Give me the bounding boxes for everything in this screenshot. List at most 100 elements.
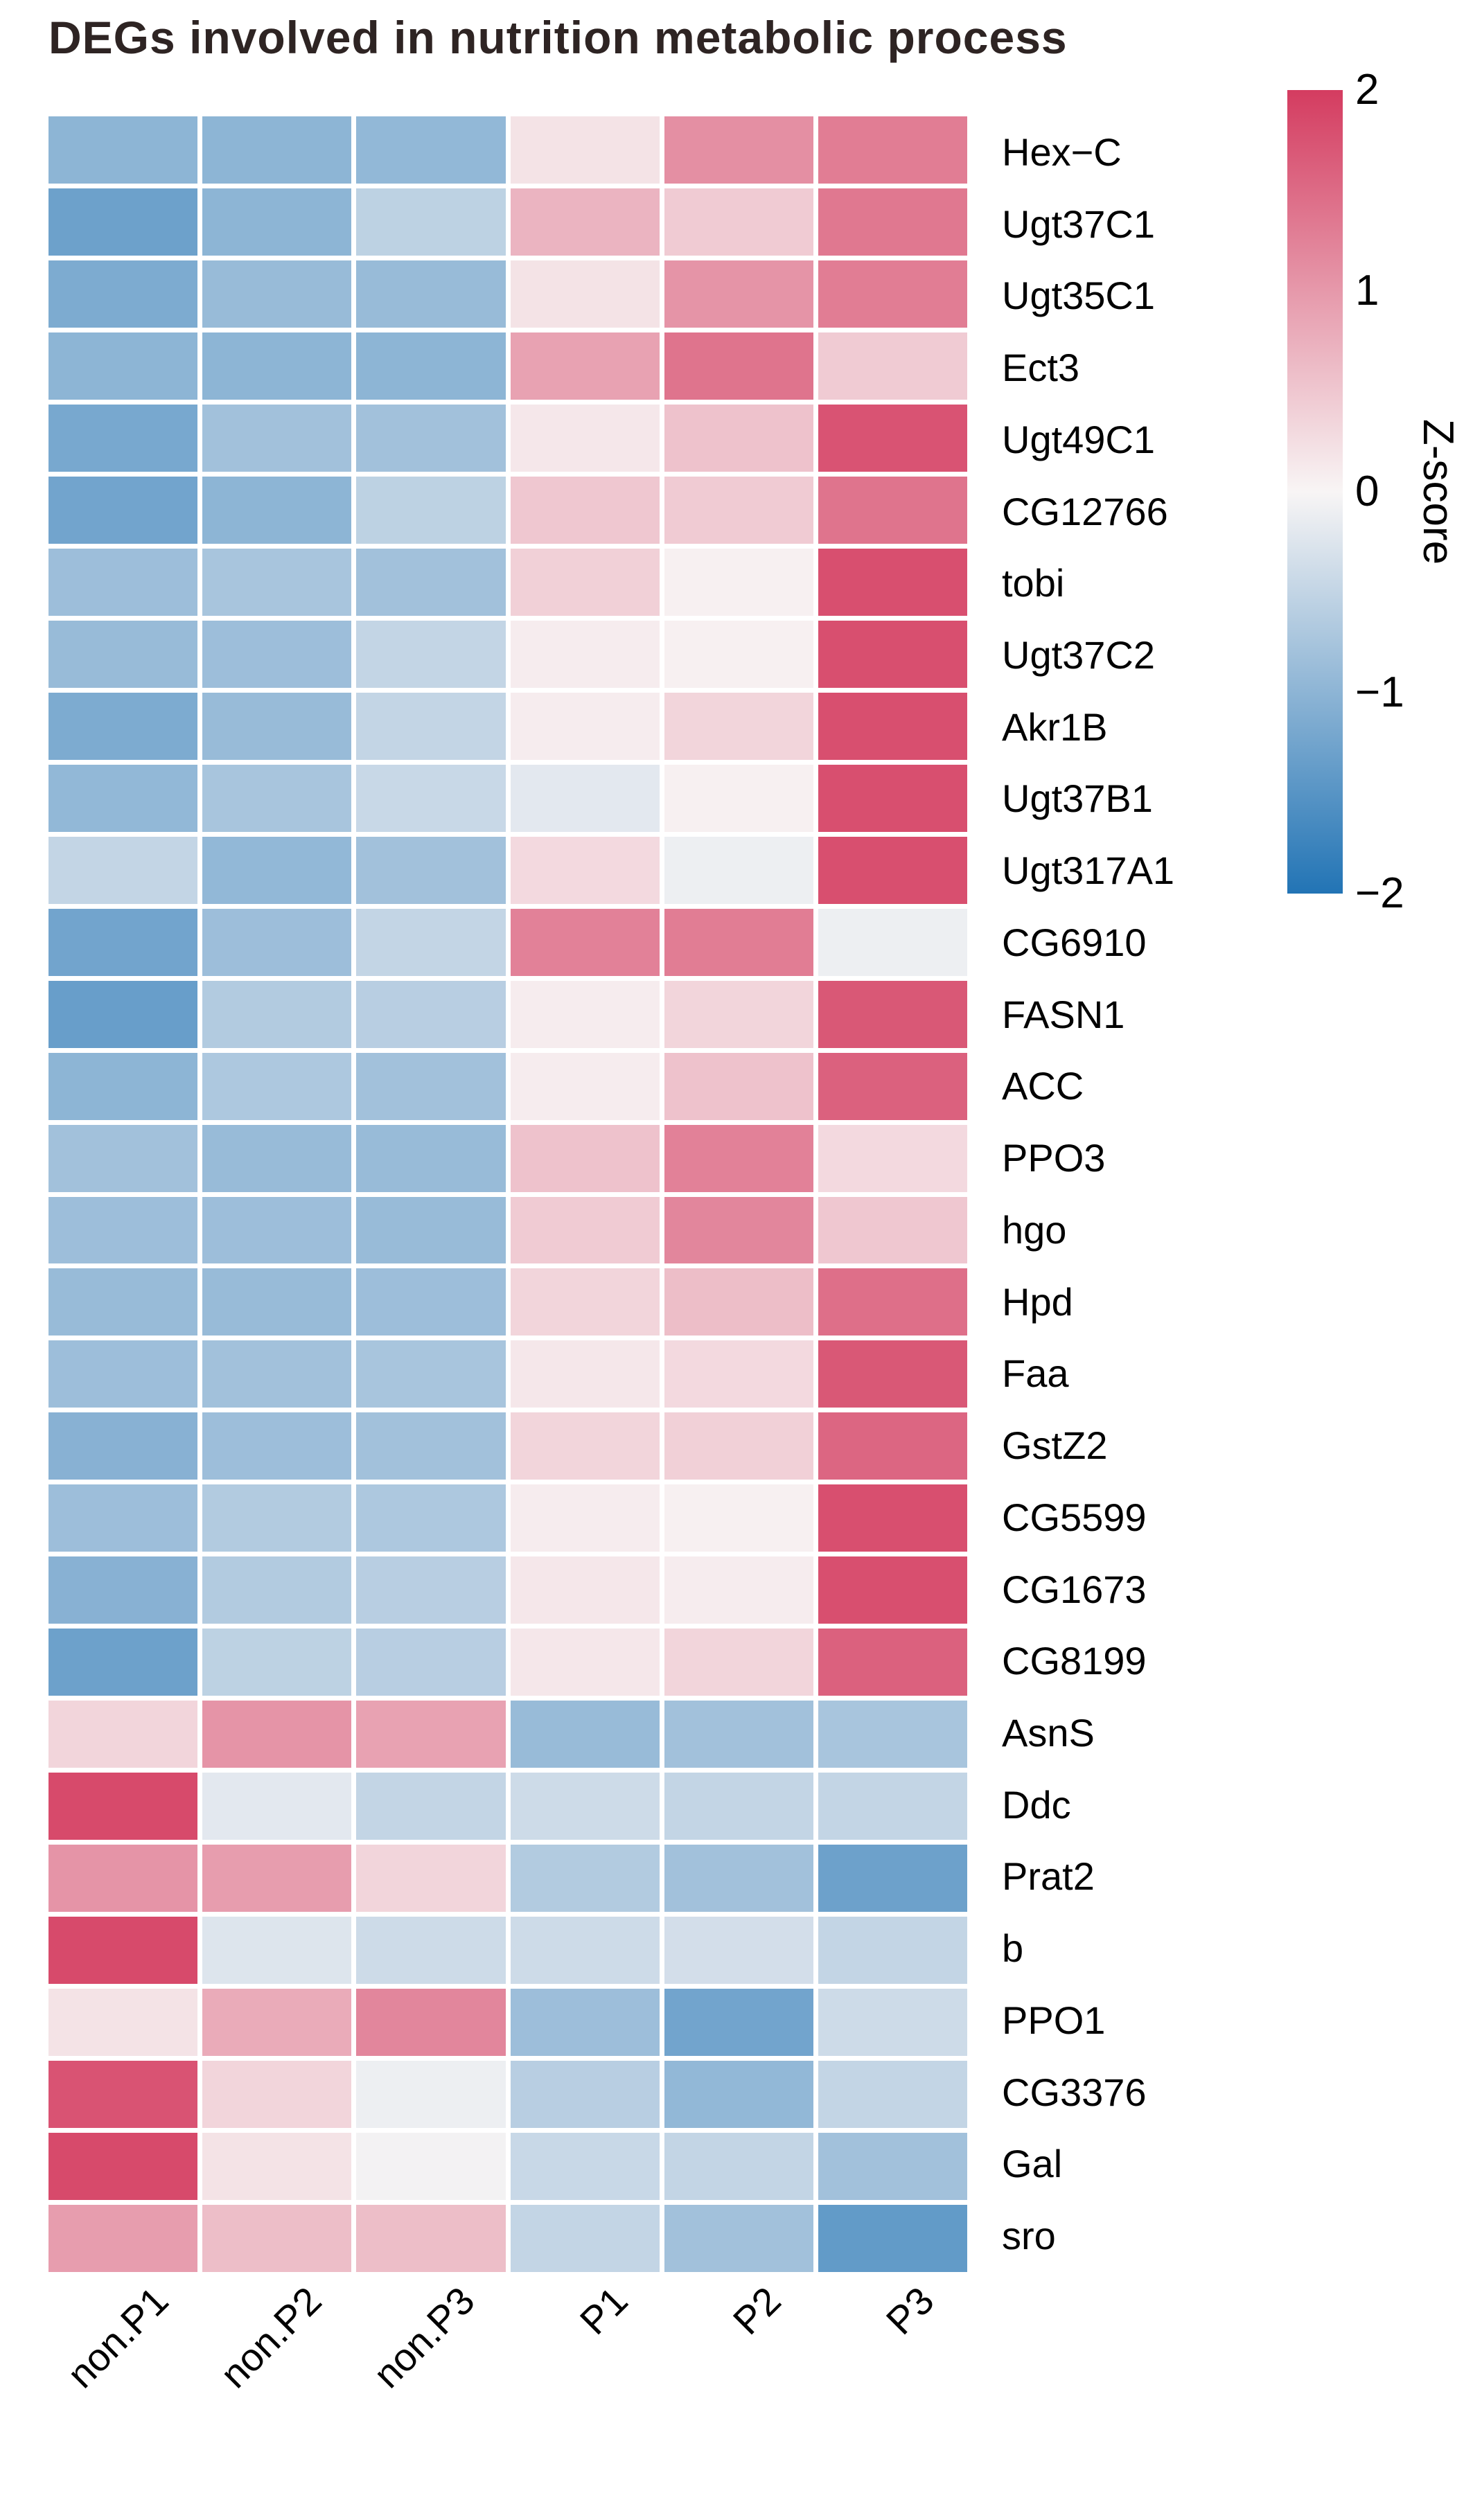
heatmap-cell [818, 1196, 967, 1264]
heatmap-cell [510, 260, 660, 328]
heatmap-cell [510, 692, 660, 760]
heatmap-cell [202, 1701, 352, 1768]
heatmap-cell [664, 2133, 813, 2201]
heatmap-cell [510, 980, 660, 1048]
heatmap-cell [510, 1773, 660, 1840]
row-label: CG12766 [1002, 489, 1168, 533]
heatmap-cell [48, 1124, 198, 1192]
heatmap-cell [356, 2133, 506, 2201]
heatmap-cell [202, 1989, 352, 2057]
heatmap-cell [818, 1484, 967, 1552]
heatmap-cell [510, 764, 660, 832]
heatmap-cell [356, 980, 506, 1048]
heatmap-cell [818, 1989, 967, 2057]
heatmap-cell [356, 764, 506, 832]
heatmap-cell [48, 260, 198, 328]
heatmap-cell [356, 1268, 506, 1336]
heatmap-cell [818, 908, 967, 976]
heatmap-cell [202, 1629, 352, 1696]
heatmap-cell [818, 116, 967, 184]
heatmap-cell [48, 1556, 198, 1624]
heatmap-cell [818, 764, 967, 832]
heatmap-cell [202, 476, 352, 544]
heatmap-cell [48, 2205, 198, 2272]
heatmap-cell [664, 1484, 813, 1552]
heatmap-cell [818, 2133, 967, 2201]
heatmap-cell [48, 1701, 198, 1768]
heatmap-cell [356, 1701, 506, 1768]
row-label: CG6910 [1002, 920, 1147, 964]
heatmap-cell [48, 476, 198, 544]
heatmap-cell [202, 980, 352, 1048]
heatmap-cell [356, 1556, 506, 1624]
heatmap-cell [664, 548, 813, 616]
heatmap-cell [356, 1917, 506, 1985]
heatmap-cell [664, 188, 813, 256]
heatmap-cell [202, 620, 352, 688]
heatmap-cell [510, 1845, 660, 1913]
heatmap-cell [48, 620, 198, 688]
heatmap-cell [664, 476, 813, 544]
heatmap-cell [664, 404, 813, 472]
row-label: CG3376 [1002, 2070, 1147, 2114]
heatmap-cell [356, 1412, 506, 1480]
heatmap-cell [48, 1845, 198, 1913]
heatmap-cell [356, 1845, 506, 1913]
heatmap-cell [510, 1484, 660, 1552]
heatmap-cell [664, 1412, 813, 1480]
row-label: Akr1B [1002, 704, 1108, 749]
heatmap-cell [356, 1629, 506, 1696]
heatmap-cell [818, 1773, 967, 1840]
row-label: Ugt37B1 [1002, 777, 1153, 821]
heatmap [48, 116, 967, 2272]
heatmap-cell [48, 692, 198, 760]
heatmap-cell [818, 1917, 967, 1985]
colorbar-title: Z-score [1414, 418, 1462, 565]
row-label: CG8199 [1002, 1639, 1147, 1683]
heatmap-cell [664, 1773, 813, 1840]
heatmap-cell [202, 332, 352, 400]
row-label: CG1673 [1002, 1567, 1147, 1611]
heatmap-cell [356, 1124, 506, 1192]
heatmap-cell [818, 404, 967, 472]
heatmap-cell [510, 1268, 660, 1336]
heatmap-cell [202, 188, 352, 256]
heatmap-cell [818, 836, 967, 904]
heatmap-cell [510, 1989, 660, 2057]
row-label: Ugt49C1 [1002, 417, 1156, 461]
heatmap-cell [664, 2205, 813, 2272]
heatmap-cell [356, 188, 506, 256]
row-label: sro [1002, 2214, 1056, 2258]
row-label: PPO3 [1002, 1136, 1106, 1180]
heatmap-cell [202, 1052, 352, 1120]
heatmap-cell [510, 476, 660, 544]
heatmap-cell [48, 2061, 198, 2129]
heatmap-cell [48, 1268, 198, 1336]
row-label: Ugt317A1 [1002, 849, 1175, 893]
heatmap-cell [818, 620, 967, 688]
row-label: tobi [1002, 561, 1065, 605]
heatmap-cell [818, 980, 967, 1048]
heatmap-cell [818, 692, 967, 760]
heatmap-cell [510, 1052, 660, 1120]
heatmap-cell [48, 116, 198, 184]
heatmap-cell [202, 1845, 352, 1913]
heatmap-cell [510, 908, 660, 976]
heatmap-cell [356, 620, 506, 688]
heatmap-cell [356, 908, 506, 976]
heatmap-cell [202, 116, 352, 184]
heatmap-cell [356, 476, 506, 544]
row-label: Ugt37C2 [1002, 633, 1156, 677]
heatmap-cell [356, 1773, 506, 1840]
chart-title: DEGs involved in nutrition metabolic pro… [48, 12, 1068, 63]
heatmap-cell [356, 1484, 506, 1552]
heatmap-cell [664, 1052, 813, 1120]
heatmap-cell [664, 1917, 813, 1985]
heatmap-cell [818, 1340, 967, 1408]
heatmap-cell [202, 1340, 352, 1408]
heatmap-cell [48, 980, 198, 1048]
heatmap-cell [356, 548, 506, 616]
heatmap-cell [202, 260, 352, 328]
heatmap-cell [510, 836, 660, 904]
heatmap-cell [664, 116, 813, 184]
